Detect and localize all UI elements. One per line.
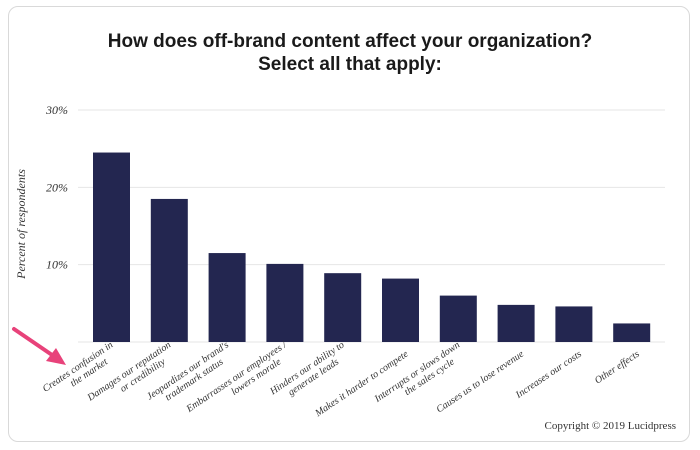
y-tick-label: 10% xyxy=(46,258,68,272)
chart-subtitle: Select all that apply: xyxy=(258,54,442,75)
copyright-text: Copyright © 2019 Lucidpress xyxy=(544,420,676,432)
bar xyxy=(555,306,593,342)
y-tick-label: 30% xyxy=(45,103,68,117)
bar xyxy=(208,253,246,342)
y-axis-label: Percent of respondents xyxy=(14,169,28,280)
bar xyxy=(150,198,188,342)
bar xyxy=(382,278,419,342)
annotation-arrow-head xyxy=(46,348,66,365)
bar xyxy=(497,304,535,342)
bar xyxy=(93,152,130,342)
bar xyxy=(439,295,477,342)
bar xyxy=(324,273,362,342)
bar xyxy=(266,263,304,342)
y-tick-label: 20% xyxy=(46,180,68,194)
x-tick-label-group: Other effects xyxy=(593,349,642,387)
x-tick-label: Other effects xyxy=(593,349,642,387)
chart-title: How does off-brand content affect your o… xyxy=(107,31,593,52)
bar xyxy=(613,323,651,342)
annotation-arrow-shaft xyxy=(12,327,57,359)
